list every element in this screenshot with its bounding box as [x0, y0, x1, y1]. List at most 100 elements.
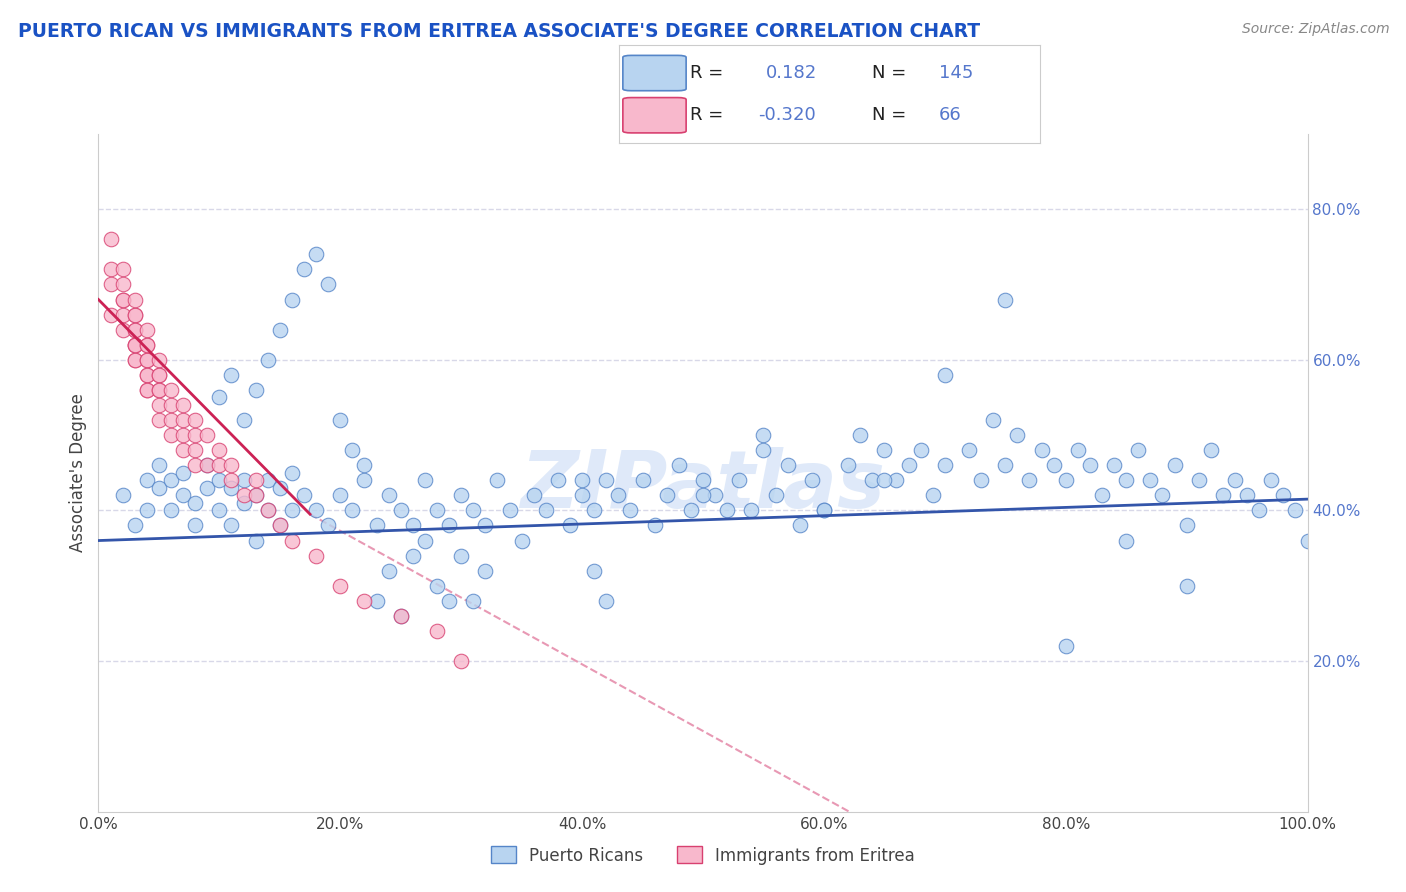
Point — [172, 488, 194, 502]
Legend: Puerto Ricans, Immigrants from Eritrea: Puerto Ricans, Immigrants from Eritrea — [485, 839, 921, 871]
Point — [389, 608, 412, 623]
Point — [631, 473, 654, 487]
Point — [486, 473, 509, 487]
Point — [450, 654, 472, 668]
Point — [172, 413, 194, 427]
Point — [160, 428, 183, 442]
Point — [353, 473, 375, 487]
Point — [305, 503, 328, 517]
Point — [655, 488, 678, 502]
Point — [1091, 488, 1114, 502]
Point — [1102, 458, 1125, 473]
Text: N =: N = — [872, 106, 905, 124]
Point — [208, 473, 231, 487]
Point — [221, 458, 243, 473]
Point — [208, 443, 231, 458]
Point — [558, 518, 581, 533]
Point — [1067, 443, 1090, 458]
Point — [100, 308, 122, 322]
Point — [245, 488, 267, 502]
Point — [195, 458, 218, 473]
Point — [124, 308, 146, 322]
Point — [221, 473, 243, 487]
Point — [148, 383, 170, 397]
Point — [389, 608, 412, 623]
Text: 0.182: 0.182 — [766, 64, 817, 82]
Point — [124, 352, 146, 367]
FancyBboxPatch shape — [623, 55, 686, 91]
Point — [256, 473, 278, 487]
Point — [256, 503, 278, 517]
FancyBboxPatch shape — [623, 97, 686, 133]
Text: Source: ZipAtlas.com: Source: ZipAtlas.com — [1241, 22, 1389, 37]
Point — [208, 458, 231, 473]
Point — [413, 473, 436, 487]
Point — [124, 323, 146, 337]
Text: N =: N = — [872, 64, 905, 82]
Point — [160, 398, 183, 412]
Point — [1175, 579, 1198, 593]
Point — [692, 473, 714, 487]
Point — [245, 533, 267, 548]
Point — [704, 488, 727, 502]
Point — [366, 594, 388, 608]
Point — [135, 337, 157, 351]
Point — [184, 428, 207, 442]
Point — [135, 368, 157, 382]
Point — [111, 262, 134, 277]
Point — [305, 549, 328, 563]
Point — [256, 503, 278, 517]
Point — [463, 594, 485, 608]
Point — [607, 488, 630, 502]
Point — [135, 337, 157, 351]
Point — [281, 503, 304, 517]
Point — [135, 352, 157, 367]
Point — [184, 458, 207, 473]
Point — [135, 473, 157, 487]
Point — [148, 413, 170, 427]
Point — [366, 518, 388, 533]
Point — [292, 488, 315, 502]
Point — [426, 503, 449, 517]
Point — [124, 352, 146, 367]
Point — [692, 488, 714, 502]
Point — [644, 518, 666, 533]
Point — [813, 503, 835, 517]
Point — [221, 481, 243, 495]
Point — [195, 458, 218, 473]
Point — [583, 503, 606, 517]
Point — [740, 503, 762, 517]
Point — [437, 594, 460, 608]
Point — [184, 413, 207, 427]
Point — [981, 413, 1004, 427]
Point — [1128, 443, 1150, 458]
Point — [571, 488, 593, 502]
Point — [377, 488, 399, 502]
Point — [342, 503, 364, 517]
Point — [426, 624, 449, 638]
Text: 145: 145 — [939, 64, 973, 82]
Point — [269, 481, 291, 495]
Point — [873, 443, 896, 458]
Point — [148, 352, 170, 367]
Point — [208, 503, 231, 517]
Point — [172, 398, 194, 412]
Point — [160, 473, 183, 487]
Point — [498, 503, 520, 517]
Text: R =: R = — [690, 106, 724, 124]
Point — [221, 518, 243, 533]
Point — [728, 473, 751, 487]
Point — [957, 443, 980, 458]
Point — [1031, 443, 1053, 458]
Point — [111, 488, 134, 502]
Point — [148, 383, 170, 397]
Point — [860, 473, 883, 487]
Point — [281, 293, 304, 307]
Point — [124, 518, 146, 533]
Point — [124, 337, 146, 351]
Point — [1296, 533, 1319, 548]
Point — [800, 473, 823, 487]
Point — [426, 579, 449, 593]
Point — [269, 518, 291, 533]
Point — [1212, 488, 1234, 502]
